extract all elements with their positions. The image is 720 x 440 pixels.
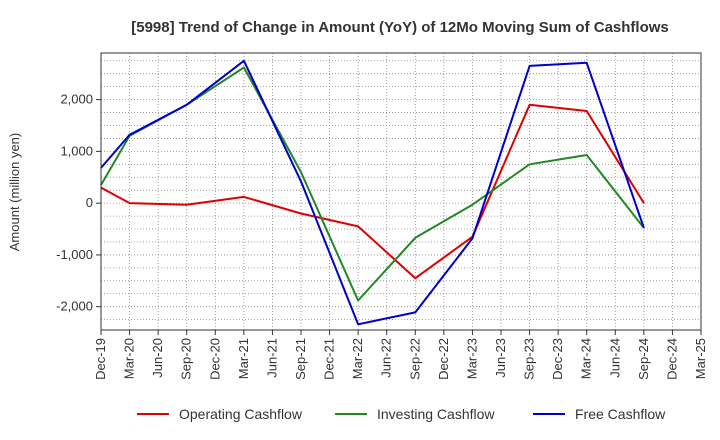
x-tick-label: Mar-20: [122, 338, 137, 379]
x-tick-label: Jun-23: [493, 338, 508, 378]
x-tick-label: Dec-21: [322, 338, 337, 380]
x-tick-label: Sep-20: [179, 338, 194, 380]
x-tick-label: Dec-20: [207, 338, 222, 380]
x-tick-label: Dec-23: [550, 338, 565, 380]
x-tick-label: Sep-21: [293, 338, 308, 380]
x-tick-label: Mar-25: [693, 338, 708, 379]
x-tick-label: Mar-21: [236, 338, 251, 379]
x-tick-label: Sep-24: [636, 338, 651, 380]
plot-frame: [100, 52, 702, 331]
x-tick-label: Jun-22: [379, 338, 394, 378]
y-tick-label: 1,000: [60, 143, 93, 158]
plot-area: [101, 53, 701, 330]
series-lines: [100, 59, 645, 326]
legend: Operating Cashflow Investing Cashflow Free…: [137, 406, 666, 422]
y-tick-label: -2,000: [56, 299, 93, 314]
x-axis-ticks: Dec-19 Mar-20 Jun-20 Sep-20 Dec-20 Mar-21 Jun-…: [93, 330, 708, 380]
legend-label-free-cashflow: Free Cashflow: [575, 406, 666, 422]
legend-label-investing-cashflow: Investing Cashflow: [377, 406, 495, 422]
y-tick-label: -1,000: [56, 247, 93, 262]
x-tick-label: Jun-20: [150, 338, 165, 378]
y-axis-ticks: -2,000 -1,000 0 1,000 2,000: [56, 92, 101, 314]
x-tick-label: Dec-24: [664, 338, 679, 380]
y-tick-label: 0: [86, 195, 93, 210]
x-tick-label: Mar-24: [579, 338, 594, 379]
series-line-operating-cashflow: [100, 103, 645, 280]
series-line-free-cashflow: [100, 59, 645, 326]
x-tick-label: Mar-23: [464, 338, 479, 379]
x-tick-label: Jun-21: [264, 338, 279, 378]
x-tick-label: Dec-22: [436, 338, 451, 380]
x-tick-label: Jun-24: [607, 338, 622, 378]
x-tick-label: Sep-22: [407, 338, 422, 380]
x-tick-label: Dec-19: [93, 338, 108, 380]
chart-title: [5998] Trend of Change in Amount (YoY) o…: [131, 19, 669, 36]
x-tick-label: Sep-23: [522, 338, 537, 380]
legend-label-operating-cashflow: Operating Cashflow: [179, 406, 303, 422]
y-tick-label: 2,000: [60, 92, 93, 107]
x-tick-label: Mar-22: [350, 338, 365, 379]
y-axis-label: Amount (million yen): [7, 133, 22, 252]
